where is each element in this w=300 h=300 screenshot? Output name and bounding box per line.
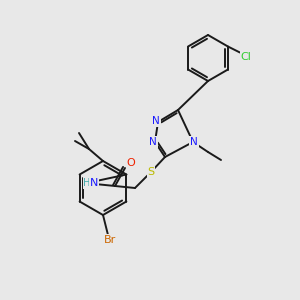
Text: S: S <box>147 167 155 177</box>
Text: N: N <box>149 137 157 147</box>
Text: Cl: Cl <box>241 52 251 61</box>
Text: N: N <box>152 116 160 126</box>
Text: O: O <box>127 158 135 168</box>
Text: N: N <box>90 178 98 188</box>
Text: H: H <box>83 178 91 188</box>
Text: Br: Br <box>104 235 116 245</box>
Text: N: N <box>190 137 198 147</box>
